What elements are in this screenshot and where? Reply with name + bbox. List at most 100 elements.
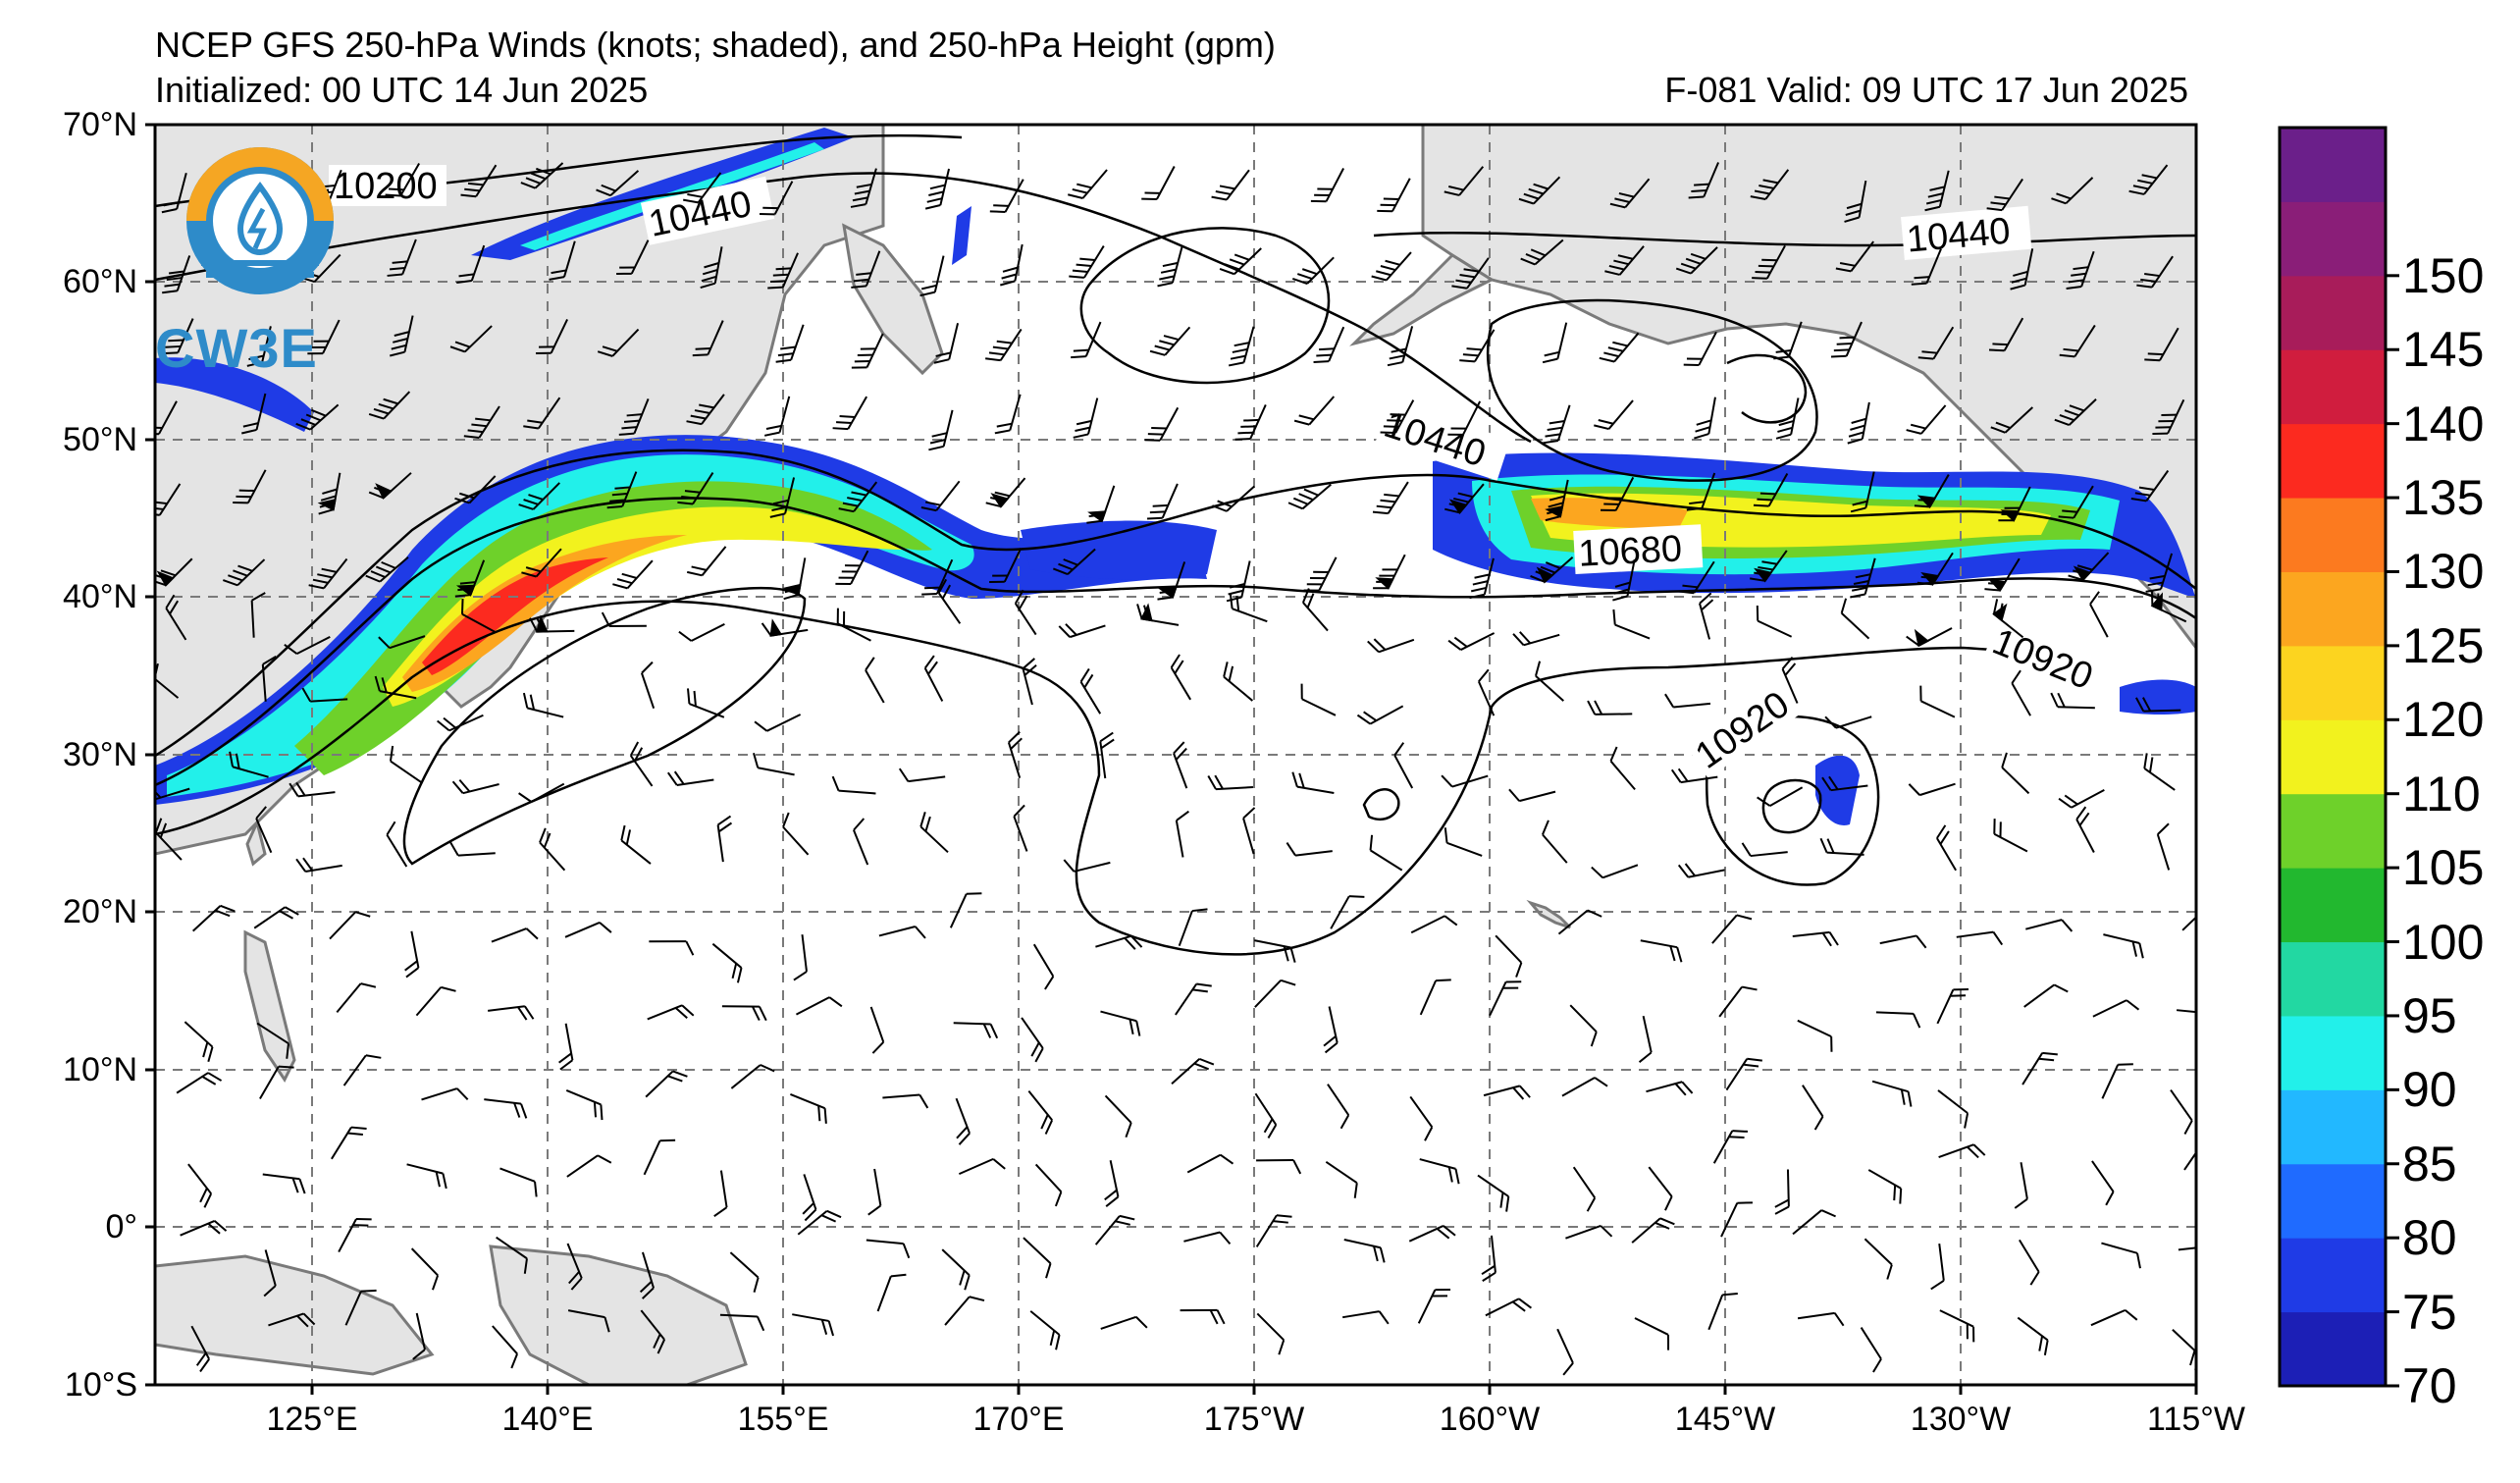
wind-barb: [1369, 834, 1403, 872]
wind-barb: [301, 687, 348, 703]
valid-time: F-081 Valid: 09 UTC 17 Jun 2025: [1664, 70, 2188, 110]
wind-barb: [451, 778, 499, 795]
wind-barb: [1508, 788, 1556, 803]
wind-barb: [692, 320, 724, 357]
wind-barb: [1207, 774, 1254, 791]
wind-barb: [2054, 398, 2097, 426]
wind-barb: [165, 594, 187, 641]
wind-barb: [1600, 476, 1635, 512]
wind-barb: [1027, 1090, 1054, 1135]
wind-barb: [1864, 1238, 1893, 1280]
wind-barb: [1867, 1169, 1903, 1204]
wind-barb: [1286, 841, 1333, 857]
wind-barb: [404, 930, 420, 979]
contour-10680-b: [155, 497, 2196, 787]
lon-label: 160°W: [1439, 1401, 1541, 1438]
wind-barb: [233, 469, 267, 504]
wind-barb: [344, 1289, 377, 1326]
colorbar-bin: [2280, 868, 2386, 943]
lat-label: 50°N: [63, 421, 137, 458]
wind-barb: [2135, 697, 2181, 713]
wind-barb: [933, 323, 960, 364]
wind-barb: [700, 246, 723, 290]
wind-barb: [1850, 471, 1875, 513]
wind-barb: [1495, 934, 1523, 978]
wind-barb: [521, 548, 562, 578]
wind-barb: [836, 608, 871, 642]
wind-barb: [944, 1296, 985, 1326]
wind-barb: [2101, 1063, 2133, 1099]
wind-barb: [1485, 1298, 1533, 1317]
wind-barb: [1095, 934, 1143, 950]
wind-barb: [566, 1243, 583, 1291]
wind-barb: [882, 1093, 929, 1109]
wind-barb: [1924, 170, 1950, 212]
colorbar-label: 145: [2402, 322, 2485, 378]
wind-barb: [2150, 590, 2187, 623]
wind-barb: [1372, 481, 1409, 515]
wind-barb: [1683, 331, 1717, 366]
wind-barb: [1512, 631, 1560, 647]
wind-barb: [1212, 485, 1255, 512]
colorbar-bin: [2280, 793, 2386, 869]
wind-barb: [1792, 930, 1839, 947]
contour-label: 10440: [1905, 211, 2012, 261]
wind-barb: [1313, 326, 1345, 363]
wind-barb: [601, 611, 647, 627]
wind-barb: [522, 692, 564, 718]
wind-barb: [1609, 178, 1651, 209]
wind-barb: [1741, 842, 1788, 858]
wind-barb: [985, 328, 1023, 362]
wind-barb: [1104, 1160, 1120, 1207]
wind-barb: [1919, 685, 1956, 718]
wind-barb: [2066, 250, 2095, 290]
wind-barb: [775, 324, 805, 363]
wind-barb: [898, 768, 946, 783]
wind-barb: [295, 403, 340, 431]
wind-barb: [919, 812, 949, 854]
wind-barb: [1141, 166, 1176, 201]
wind-barb: [2068, 552, 2110, 582]
wind-barb: [1228, 326, 1255, 367]
lon-label: 145°W: [1674, 1401, 1776, 1438]
wind-barb: [1688, 162, 1720, 199]
wind-barb: [1451, 257, 1490, 290]
wind-barb: [754, 714, 802, 732]
wind-barb: [989, 548, 1023, 583]
wind-barb: [1797, 1019, 1833, 1052]
wind-barb: [1631, 1217, 1675, 1244]
wind-barb: [1752, 244, 1786, 280]
wind-barb: [643, 1139, 676, 1176]
colorbar-label: 150: [2402, 247, 2485, 303]
colorbar-label: 140: [2402, 396, 2485, 451]
wind-barb: [1664, 693, 1711, 709]
wind-barb: [1489, 980, 1522, 1017]
jet-north: [471, 128, 854, 260]
wind-barb: [920, 480, 961, 512]
wind-barb: [832, 396, 868, 431]
wind-barb: [1170, 654, 1192, 701]
lon-label: 155°E: [737, 1401, 829, 1438]
lon-label: 125°E: [266, 1401, 358, 1438]
alaska-peninsula: [1349, 253, 1496, 346]
lon-label: 140°E: [501, 1401, 594, 1438]
wind-barb: [1409, 1095, 1434, 1141]
wind-barb: [1998, 486, 2031, 522]
wind-barb: [1634, 1317, 1670, 1351]
wind-barb: [484, 1098, 528, 1119]
wind-barb: [1993, 819, 2028, 853]
wind-barb: [1287, 483, 1332, 510]
wind-barb: [2170, 1089, 2193, 1135]
contour-10920-a: [155, 600, 2111, 956]
wind-barb: [176, 1072, 223, 1094]
wind-barb: [496, 1236, 528, 1274]
wind-barb: [256, 1022, 289, 1059]
wind-barb: [523, 397, 561, 430]
wind-barb: [2101, 1242, 2141, 1269]
wind-barb: [1936, 824, 1958, 872]
contour-10680-a: [155, 449, 2196, 758]
wind-barb: [1757, 786, 1804, 807]
wind-barb: [1079, 667, 1102, 715]
wind-barb: [721, 1005, 767, 1022]
